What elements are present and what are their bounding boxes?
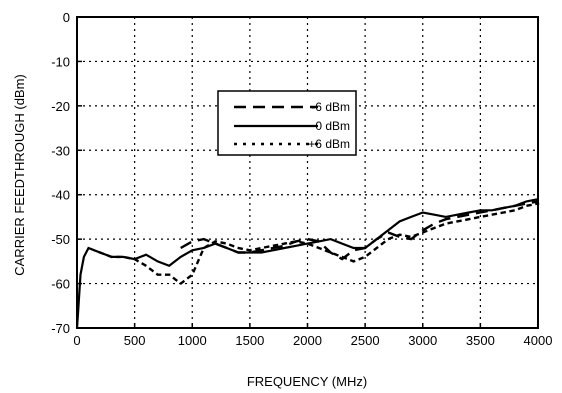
legend-label-2: +6 dBm <box>308 137 350 151</box>
x-axis-title: FREQUENCY (MHz) <box>247 374 367 389</box>
legend: -6 dBm 0 dBm +6 dBm <box>217 90 357 156</box>
x-tick-label: 2000 <box>293 333 322 348</box>
x-tick-label: 4000 <box>524 333 553 348</box>
ticks: 0 500 1000 1500 2000 2500 3000 3500 4000 0 -10 -20 -… <box>51 10 552 348</box>
x-tick-label: 500 <box>124 333 146 348</box>
x-tick-label: 1500 <box>235 333 264 348</box>
y-tick-label: -20 <box>51 99 70 114</box>
x-tick-label: 0 <box>73 333 80 348</box>
y-tick-label: -10 <box>51 54 70 69</box>
y-tick-label: -50 <box>51 232 70 247</box>
grid <box>77 17 538 328</box>
y-tick-label: -40 <box>51 188 70 203</box>
y-tick-label: 0 <box>63 10 70 25</box>
series-line-1 <box>75 198 539 329</box>
legend-label-0: -6 dBm <box>311 100 350 114</box>
series-layer <box>75 198 540 329</box>
series-line-2 <box>98 202 540 286</box>
x-tick-label: 1000 <box>178 333 207 348</box>
x-tick-label: 2500 <box>351 333 380 348</box>
x-tick-label: 3500 <box>466 333 495 348</box>
legend-label-1: 0 dBm <box>315 119 350 133</box>
x-tick-label: 3000 <box>408 333 437 348</box>
y-axis-title: CARRIER FEEDTHROUGH (dBm) <box>12 74 27 276</box>
y-tick-label: -70 <box>51 321 70 336</box>
legend-entries: -6 dBm 0 dBm +6 dBm <box>234 100 350 151</box>
legend-box <box>217 90 357 156</box>
y-tick-label: -60 <box>51 277 70 292</box>
y-tick-label: -30 <box>51 143 70 158</box>
